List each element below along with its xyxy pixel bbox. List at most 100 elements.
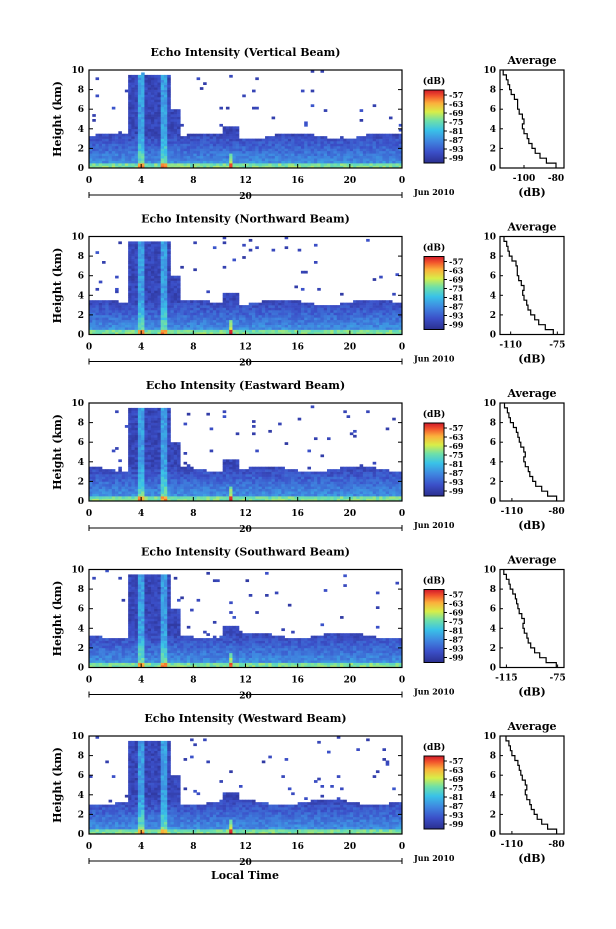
colorbar [423,589,445,663]
x-tick-label: 12 [239,176,252,186]
average-x-label: (dB) [518,686,545,699]
y-axis-label: Height (km) [51,248,64,324]
y-tick-label: 10 [71,399,84,409]
y-axis-label: Height (km) [51,581,64,657]
colorbar-tick-label: -99 [449,486,464,496]
average-y-tick-label: 6 [490,438,496,448]
x-tick-label: 0 [86,676,92,686]
date-day-label: 20 [239,858,252,868]
average-y-tick-label: 10 [483,66,496,76]
echo-panel-0: Echo Intensity (Vertical Beam) 0 2 4 6 8 10 Hei… [51,46,565,202]
y-tick-label: 8 [78,252,84,262]
y-tick-label: 4 [78,791,84,801]
x-tick-label: 12 [239,509,252,519]
average-y-tick-label: 4 [490,125,496,135]
colorbar-tick-label: -93 [449,477,464,487]
average-title: Average [506,221,556,234]
date-month-label: Jun 2010 [413,520,455,530]
colorbar-tick-label: -75 [449,617,463,627]
x-tick-label: 16 [291,842,304,852]
x-tick-label: 16 [291,509,304,519]
colorbar-tick-label: -81 [449,792,463,802]
echo-heatmap [89,405,403,502]
x-tick-label: 16 [291,676,304,686]
x-tick-label: 4 [138,676,144,686]
x-tick-label: 16 [291,343,304,353]
x-tick-label: 12 [239,343,252,353]
colorbar-tick-label: -87 [449,135,463,145]
colorbar-tick-label: -57 [449,423,463,433]
average-profile-line [502,70,557,168]
y-tick-label: 2 [78,644,84,654]
x-tick-label: 20 [344,842,357,852]
y-axis-label: Height (km) [51,81,64,157]
y-tick-label: 10 [71,732,84,742]
x-tick-label: 4 [138,176,144,186]
colorbar-tick-label: -99 [449,653,464,663]
time-axis-label: Local Time [211,869,279,882]
colorbar [423,256,445,330]
y-tick-label: 0 [78,497,84,507]
colorbar-tick-label: -75 [449,783,463,793]
y-tick-label: 10 [71,566,84,576]
average-y-tick-label: 2 [490,644,496,654]
colorbar-tick-label: -75 [449,117,463,127]
average-x-label: (dB) [518,353,545,366]
y-tick-label: 10 [71,233,84,243]
colorbar-label: (dB) [423,76,445,87]
colorbar-tick-label: -69 [449,774,464,784]
average-y-tick-label: 8 [490,585,496,595]
average-frame [499,735,565,835]
average-y-tick-label: 0 [490,497,496,507]
y-tick-label: 8 [78,419,84,429]
y-tick-label: 0 [78,164,84,174]
colorbar-tick-label: -93 [449,144,464,154]
colorbar-tick-label: -99 [449,153,464,163]
date-month-label: Jun 2010 [413,853,455,863]
x-tick-label: 0 [399,343,405,353]
average-x-label: (dB) [518,519,545,532]
average-y-tick-label: 6 [490,105,496,115]
colorbar-tick-label: -57 [449,257,463,267]
average-y-tick-label: 8 [490,86,496,96]
x-tick-label: 8 [190,842,196,852]
average-y-tick-label: 0 [490,830,496,840]
average-y-tick-label: 4 [490,291,496,301]
y-tick-label: 8 [78,585,84,595]
echo-heatmap [89,236,403,335]
date-day-label: 20 [239,525,252,535]
colorbar-label: (dB) [423,576,445,587]
date-day-label: 20 [239,359,252,369]
colorbar-tick-label: -81 [449,293,463,303]
average-y-tick-label: 4 [490,624,496,634]
colorbar-tick-label: -57 [449,90,463,100]
panel-title: Echo Intensity (Southward Beam) [141,546,350,559]
colorbar-tick-label: -69 [449,441,464,451]
colorbar-tick-label: -75 [449,450,463,460]
colorbar-tick-label: -63 [449,432,464,442]
average-y-tick-label: 8 [490,252,496,262]
average-x-tick-label: -80 [548,507,564,517]
average-y-tick-label: 10 [483,566,496,576]
colorbar [423,422,445,497]
y-axis-label: Height (km) [51,414,64,490]
y-tick-label: 2 [78,311,84,321]
average-frame [499,235,565,336]
y-tick-label: 2 [78,810,84,820]
colorbar-tick-label: -81 [449,626,463,636]
panel-title: Echo Intensity (Northward Beam) [141,213,350,226]
average-title: Average [506,554,556,567]
colorbar-tick-label: -63 [449,266,464,276]
average-x-tick-label: -100 [513,174,536,184]
colorbar-label: (dB) [423,409,445,420]
colorbar-tick-label: -87 [449,468,463,478]
panel-title: Echo Intensity (Westward Beam) [144,712,346,725]
x-tick-label: 4 [138,343,144,353]
date-month-label: Jun 2010 [413,354,455,364]
echo-panel-1: Echo Intensity (Northward Beam) 0 2 4 6 8 10 He… [51,213,565,369]
colorbar [423,755,445,830]
y-tick-label: 4 [78,458,84,468]
colorbar-tick-label: -93 [449,311,464,321]
echo-heatmap [89,569,403,668]
echo-panel-3: Echo Intensity (Southward Beam) 0 2 4 6 8 10 He… [51,546,566,702]
